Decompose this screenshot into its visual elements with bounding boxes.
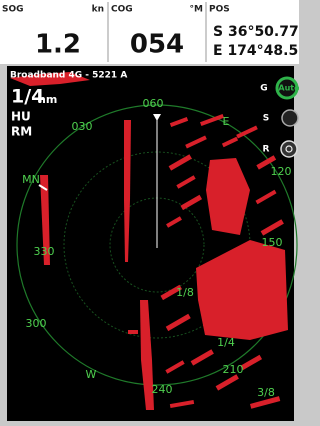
range-unit: nm: [38, 93, 57, 106]
bearing-label: 300: [26, 317, 47, 330]
range-label: 3/8: [257, 386, 275, 399]
control-button[interactable]: [281, 141, 297, 157]
sog-value: 1.2: [35, 30, 81, 60]
bearing-label: 150: [262, 236, 283, 249]
bearing-label: W: [86, 368, 97, 381]
latitude: S 36°50.771': [213, 24, 299, 40]
echo: [128, 330, 138, 334]
motion-mode: RM: [11, 125, 32, 139]
control-label: Auto: [278, 84, 299, 93]
radar-source: Broadband 4G - 5221 A: [10, 71, 127, 81]
bearing-label: 240: [152, 383, 173, 396]
range-label: 1/8: [176, 286, 194, 299]
control-button[interactable]: [282, 110, 298, 126]
pos-label: POS: [209, 5, 230, 15]
bearing-label: 120: [271, 165, 292, 178]
control-key: S: [263, 114, 269, 124]
bearing-label: 030: [72, 120, 93, 133]
control-key: R: [263, 145, 270, 155]
screen: SOG kn 1.2 COG °M 054 POS S 36°50.771' E…: [0, 0, 299, 426]
bearing-label: MN: [22, 173, 40, 186]
sog-label: SOG: [2, 5, 24, 15]
bearing-label: 330: [34, 245, 55, 258]
cog-value: 054: [130, 30, 184, 60]
longitude: E 174°48.598': [213, 43, 299, 59]
cog-unit: °M: [190, 5, 204, 15]
sog-unit: kn: [92, 5, 104, 15]
bearing-label: E: [223, 115, 230, 128]
bearing-label: 060: [143, 97, 164, 110]
bearing-label: 210: [223, 363, 244, 376]
control-key: G: [260, 84, 267, 94]
cog-label: COG: [111, 5, 133, 15]
orientation: HU: [11, 110, 31, 124]
range-label: 1/4: [217, 336, 235, 349]
